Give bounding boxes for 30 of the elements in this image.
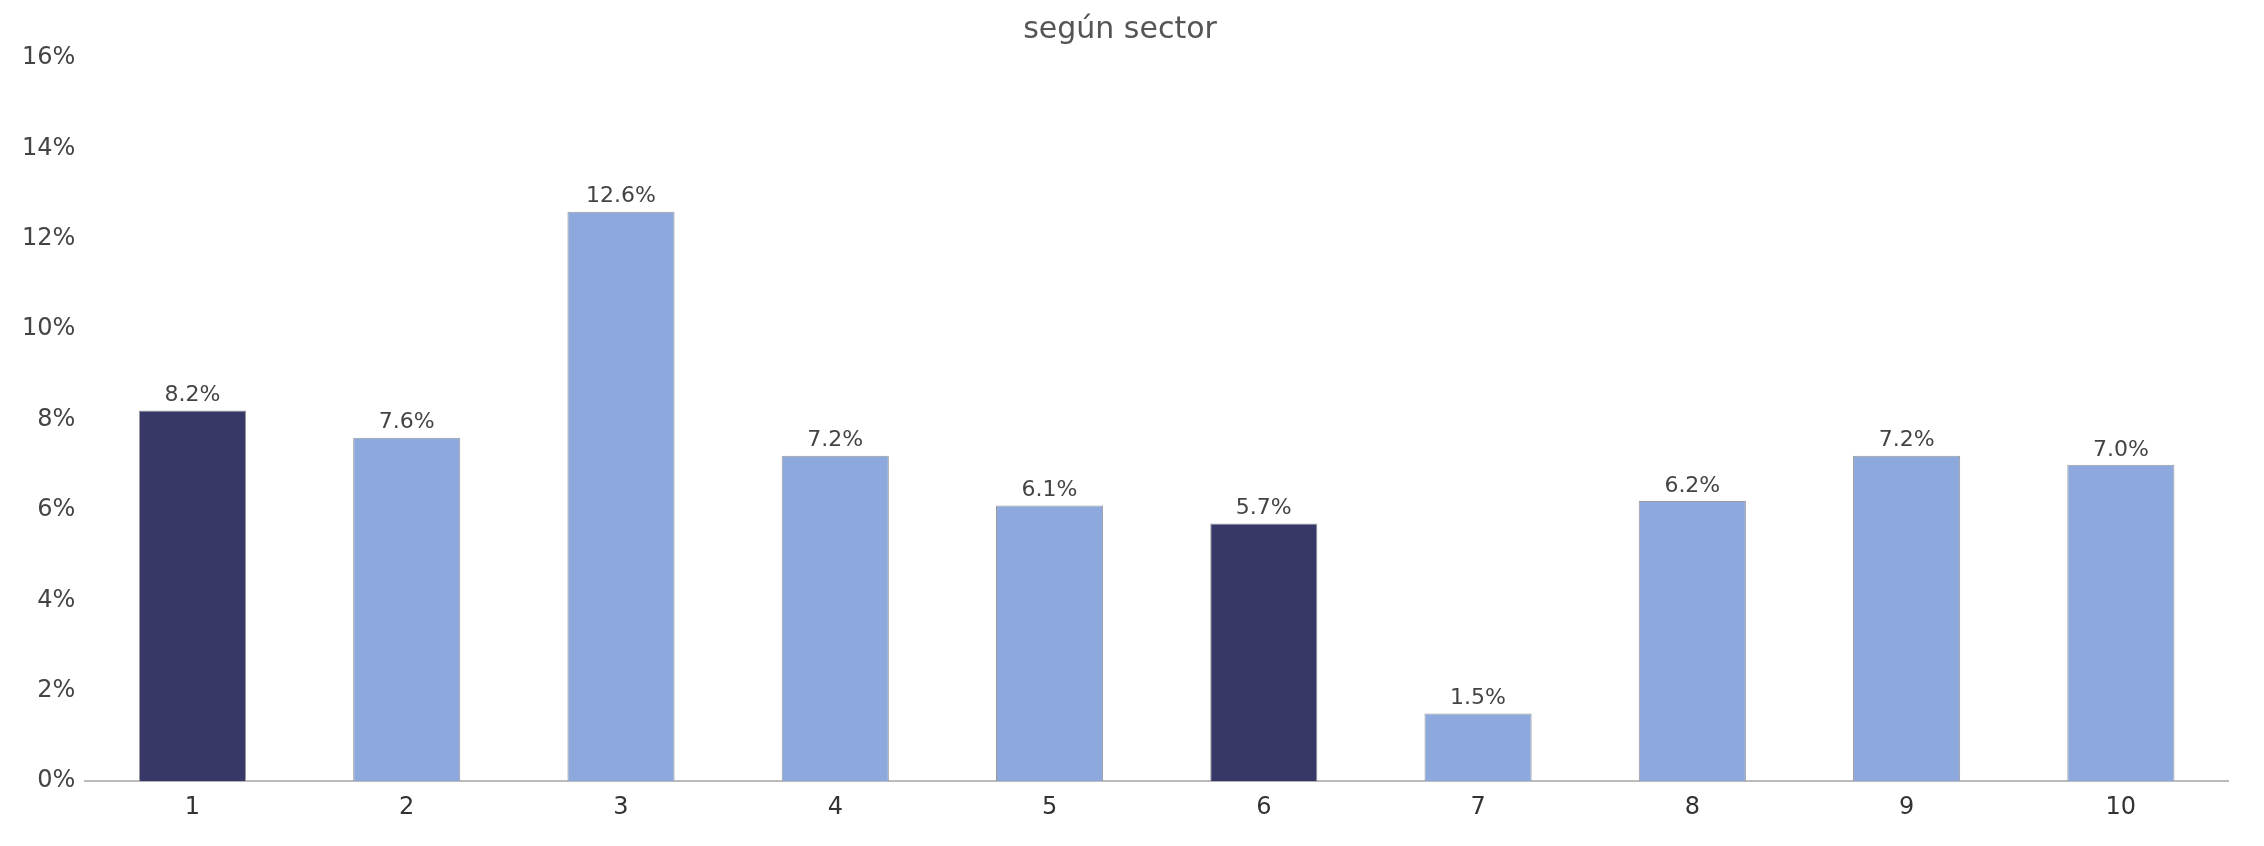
x-tick-label: 1	[184, 791, 201, 820]
data-label: 7.2%	[807, 426, 864, 452]
data-label: 5.7%	[1235, 494, 1292, 520]
data-label: 12.6%	[586, 182, 656, 208]
y-tick-label: 2%	[37, 675, 76, 704]
x-tick-label: 2	[399, 791, 415, 820]
x-tick-label: 10	[2105, 791, 2137, 820]
x-tick-label: 6	[1256, 791, 1272, 820]
x-tick-label: 8	[1684, 791, 1700, 820]
data-label: 1.5%	[1450, 684, 1507, 710]
y-tick-label: 14%	[22, 132, 76, 161]
x-tick-label: 7	[1470, 791, 1486, 820]
y-tick-label: 12%	[22, 223, 76, 252]
data-label: 6.1%	[1021, 476, 1078, 502]
y-tick-label: 4%	[37, 584, 76, 613]
data-label: 7.0%	[2092, 435, 2149, 461]
chart-title: según sector	[1023, 9, 1218, 45]
data-label: 8.2%	[164, 381, 221, 407]
y-tick-label: 6%	[37, 494, 76, 523]
x-tick-label: 3	[613, 791, 629, 820]
y-tick-label: 0%	[37, 765, 76, 794]
y-tick-label: 8%	[37, 403, 76, 432]
x-tick-label: 4	[827, 791, 843, 820]
data-label: 7.2%	[1878, 426, 1935, 452]
data-label: 7.6%	[378, 408, 435, 434]
x-tick-label: 5	[1041, 791, 1058, 820]
y-tick-label: 10%	[22, 313, 76, 342]
y-tick-label: 16%	[22, 42, 76, 71]
data-label: 6.2%	[1664, 471, 1721, 497]
x-tick-label: 9	[1898, 791, 1915, 820]
